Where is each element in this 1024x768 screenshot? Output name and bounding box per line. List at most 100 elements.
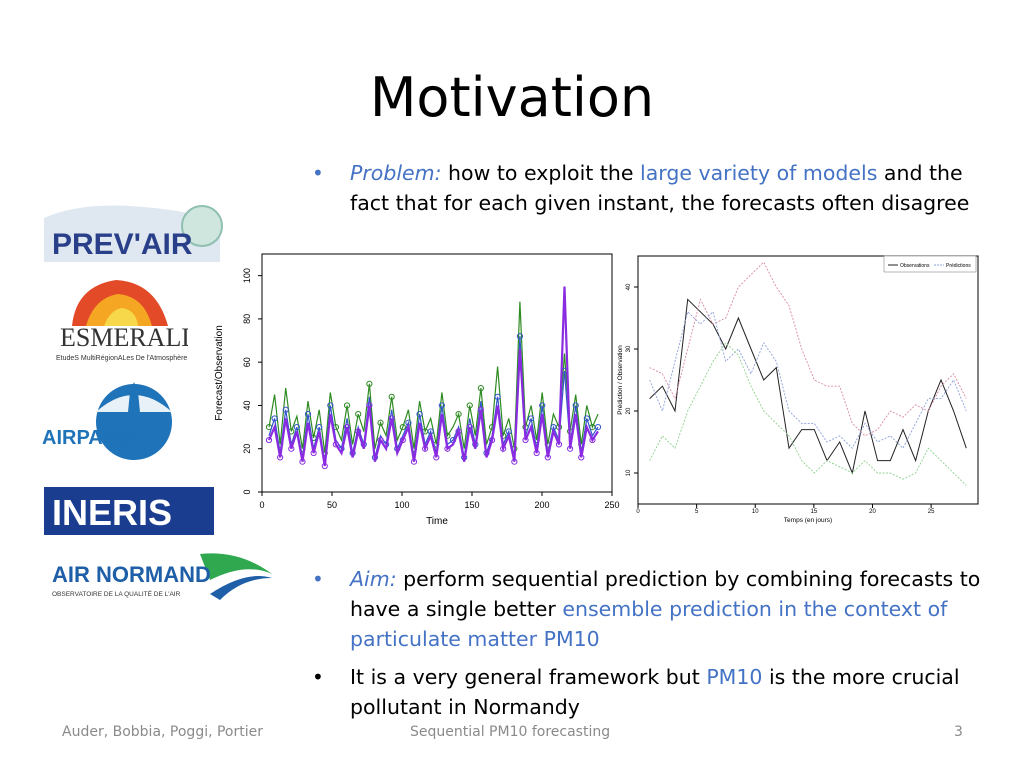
x-tick-label: 5 (695, 509, 699, 515)
chart-legend (883, 255, 977, 273)
bullet-dot: • (312, 161, 324, 185)
data-point (533, 449, 540, 457)
framework-text-b: is the more crucial pollutant in Normand… (350, 665, 960, 719)
esmeralda-text: ESMERALDA (60, 323, 188, 352)
data-point (366, 380, 373, 387)
framework-text-a: It is a very general framework but (350, 665, 707, 689)
data-point (527, 415, 535, 422)
chart-prediction-observation: 0 5 10 15 20 25 10 20 30 40 Temps (en jours) Prédic… (616, 252, 982, 530)
x-tick-label: 20 (869, 509, 876, 515)
x-tick-label: 0 (259, 500, 264, 510)
airparif-text: AIRPARIF (42, 427, 135, 449)
series-line (649, 310, 967, 449)
data-point (583, 415, 590, 422)
x-tick-label: 250 (604, 500, 619, 510)
footer-page-number: 3 (954, 724, 963, 740)
bullet-dot: • (312, 567, 324, 591)
footer-talk-title: Sequential PM10 forecasting (410, 724, 611, 740)
y-axis-label: Forecast/Observation (214, 325, 225, 421)
data-point (477, 385, 484, 392)
x-tick-label: 25 (928, 509, 935, 515)
data-point (271, 415, 278, 422)
y-tick-label: 20 (242, 444, 252, 454)
data-point (310, 449, 317, 457)
data-point (500, 445, 507, 452)
bullet-problem: • Problem: how to exploit the large vari… (312, 158, 1002, 218)
airparif-logo: AIRPARIF (42, 382, 182, 466)
data-point (455, 411, 462, 418)
data-point (304, 411, 312, 418)
data-point (422, 445, 429, 452)
data-point (539, 402, 546, 409)
data-point (522, 436, 529, 444)
data-point (544, 454, 551, 461)
legend-label-predictions: Prédictions (946, 263, 971, 269)
bullet-list-top: • Problem: how to exploit the large vari… (312, 158, 1002, 218)
esmeralda-subtitle: EtudeS MultiRégionALes De l'Atmosphère (56, 355, 187, 362)
problem-label: Problem: (350, 161, 442, 185)
y-tick-label: 10 (626, 469, 632, 476)
x-tick-label: 100 (394, 500, 409, 510)
data-point (578, 454, 585, 461)
data-point (388, 415, 395, 422)
data-point (466, 423, 473, 431)
data-point (438, 402, 445, 409)
aim-text-a: perform sequential prediction by combini… (350, 567, 981, 621)
data-point (355, 428, 362, 435)
data-point (477, 406, 484, 413)
bullet-aim: • Aim: perform sequential prediction by … (312, 564, 1002, 654)
x-tick-label: 15 (811, 509, 818, 515)
airnormand-subtitle: OBSERVATOIRE DE LA QUALITÉ DE L'AIR (52, 589, 181, 598)
slide-title: Motivation (369, 66, 655, 129)
plot-frame (261, 253, 613, 493)
data-point (410, 458, 418, 465)
data-point (594, 423, 602, 431)
data-point (277, 454, 284, 461)
data-point (455, 428, 462, 435)
y-tick-label: 20 (626, 407, 632, 414)
y-tick-label: 0 (242, 489, 252, 494)
data-point (555, 441, 563, 448)
y-tick-label: 100 (242, 268, 252, 283)
data-point (589, 436, 596, 444)
ineris-text: INERIS (52, 492, 172, 533)
data-point (399, 423, 406, 431)
aim-highlight: ensemble prediction in the context of pa… (350, 597, 948, 651)
y-tick-label: 30 (626, 345, 632, 352)
framework-highlight: PM10 (706, 665, 763, 689)
x-tick-label: 10 (752, 509, 759, 515)
prevair-logo: PREV'AIR (44, 196, 224, 266)
y-tick-label: 40 (626, 283, 632, 290)
data-point (377, 419, 384, 426)
series-line (267, 286, 599, 467)
y-tick-label: 80 (242, 314, 252, 324)
plot-frame (637, 255, 979, 505)
y-tick-label: 40 (242, 400, 252, 410)
data-point (299, 458, 306, 465)
data-point (282, 406, 289, 413)
chart-pm10-time-series: 0 50 100 150 200 250 0 20 40 60 80 100 Time Forecast/… (212, 248, 620, 536)
x-tick-label: 0 (636, 509, 640, 515)
data-point (511, 458, 518, 465)
data-point (416, 411, 423, 418)
x-tick-label: 150 (464, 500, 479, 510)
ineris-logo: INERIS (44, 487, 214, 541)
data-point (388, 393, 395, 400)
x-axis-label: Time (426, 516, 448, 527)
problem-text-a: how to exploit the (441, 161, 641, 185)
y-tick-label: 60 (242, 357, 252, 367)
data-point (265, 436, 273, 444)
data-point (343, 423, 351, 431)
data-point (316, 423, 323, 431)
data-point (332, 441, 340, 448)
x-tick-label: 200 (534, 500, 549, 510)
series-line (649, 298, 967, 475)
data-point (399, 436, 406, 444)
data-point (288, 445, 295, 452)
airnormand-text: AIR NORMAND (52, 562, 211, 587)
x-axis-label: Temps (en jours) (784, 517, 832, 524)
airnormand-logo: AIR NORMAND OBSERVATOIRE DE LA QUALITÉ D… (50, 550, 274, 606)
problem-highlight: large variety of models (640, 161, 878, 185)
series-line (649, 342, 967, 486)
aim-label: Aim: (350, 567, 397, 591)
